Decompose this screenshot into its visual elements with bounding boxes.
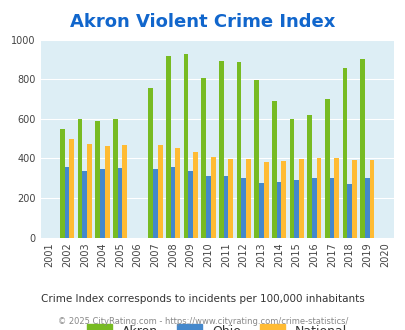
Bar — [148, 88, 153, 238]
Bar — [82, 171, 87, 238]
Bar — [122, 145, 127, 238]
Bar — [210, 157, 215, 238]
Bar — [104, 146, 109, 238]
Bar — [236, 62, 241, 238]
Bar — [307, 115, 311, 238]
Bar — [276, 182, 281, 238]
Bar — [334, 158, 338, 238]
Bar — [324, 99, 329, 238]
Bar — [351, 160, 356, 238]
Bar — [77, 119, 82, 238]
Text: Crime Index corresponds to incidents per 100,000 inhabitants: Crime Index corresponds to incidents per… — [41, 294, 364, 304]
Bar — [364, 178, 369, 238]
Bar — [369, 160, 373, 238]
Bar — [87, 144, 92, 238]
Bar — [316, 158, 321, 238]
Legend: Akron, Ohio, National: Akron, Ohio, National — [82, 319, 351, 330]
Bar — [254, 80, 258, 238]
Bar — [205, 176, 210, 238]
Bar — [113, 119, 117, 238]
Bar — [218, 61, 223, 238]
Bar — [298, 159, 303, 238]
Bar — [342, 68, 346, 238]
Bar — [183, 54, 188, 238]
Bar — [245, 159, 250, 238]
Bar — [60, 129, 64, 238]
Bar — [228, 159, 232, 238]
Bar — [153, 169, 158, 238]
Bar — [258, 183, 263, 238]
Bar — [311, 178, 316, 238]
Bar — [158, 145, 162, 238]
Bar — [289, 119, 294, 238]
Bar — [281, 161, 286, 238]
Bar — [170, 167, 175, 238]
Bar — [188, 171, 193, 238]
Bar — [271, 101, 276, 238]
Bar — [201, 78, 205, 238]
Bar — [223, 176, 228, 238]
Bar — [175, 148, 180, 238]
Bar — [329, 178, 334, 238]
Bar — [64, 167, 69, 238]
Text: © 2025 CityRating.com - https://www.cityrating.com/crime-statistics/: © 2025 CityRating.com - https://www.city… — [58, 317, 347, 326]
Text: Akron Violent Crime Index: Akron Violent Crime Index — [70, 13, 335, 31]
Bar — [100, 169, 104, 238]
Bar — [193, 152, 197, 238]
Bar — [95, 121, 100, 238]
Bar — [359, 59, 364, 238]
Bar — [166, 56, 170, 238]
Bar — [294, 180, 298, 238]
Bar — [346, 184, 351, 238]
Bar — [69, 139, 74, 238]
Bar — [117, 168, 122, 238]
Bar — [241, 178, 245, 238]
Bar — [263, 162, 268, 238]
